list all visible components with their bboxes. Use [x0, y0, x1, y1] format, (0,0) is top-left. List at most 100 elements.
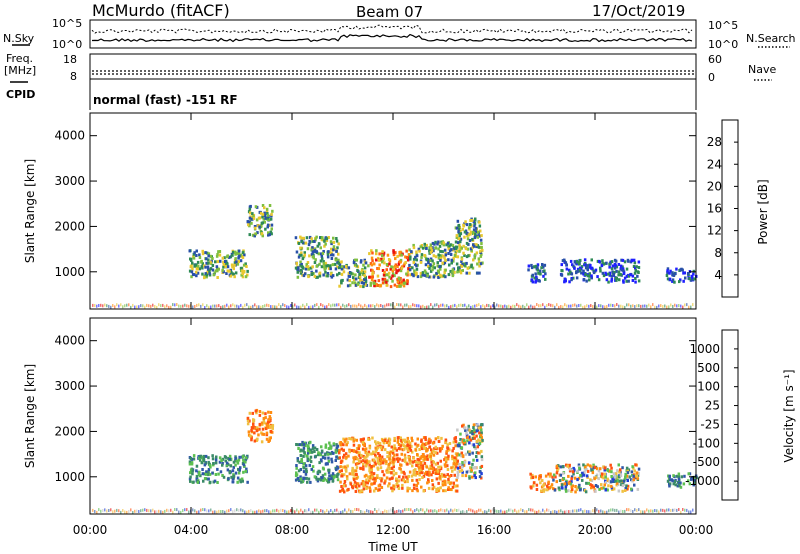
noise-cell — [176, 508, 178, 512]
echo-cell — [616, 469, 619, 473]
echo-cell — [671, 479, 674, 483]
noise-cell — [506, 305, 508, 309]
echo-cell — [362, 481, 365, 485]
echo-cell — [427, 480, 430, 484]
noise-cell — [414, 509, 416, 513]
echo-cell — [198, 470, 201, 474]
echo-cell — [388, 477, 392, 481]
echo-cell — [340, 272, 344, 276]
echo-cell — [355, 473, 358, 477]
echo-cell — [408, 443, 411, 447]
echo-cell — [322, 250, 325, 253]
noise-cell — [306, 303, 308, 307]
echo-cell — [297, 242, 301, 245]
noise-cell — [522, 304, 524, 308]
echo-cell — [324, 445, 327, 449]
echo-cell — [575, 276, 579, 280]
echo-cell — [320, 445, 323, 449]
echo-cell — [189, 457, 193, 460]
noise-cell — [270, 510, 272, 514]
echo-cell — [381, 269, 385, 272]
echo-cell — [569, 259, 573, 263]
echo-cell — [229, 274, 233, 278]
echo-cell — [323, 456, 327, 460]
echo-cell — [224, 265, 227, 268]
echo-cell — [467, 450, 470, 454]
echo-cell — [224, 459, 227, 463]
noise-cell — [262, 509, 264, 513]
echo-cell — [543, 269, 546, 273]
noise-cell — [226, 509, 228, 513]
echo-cell — [189, 471, 192, 475]
echo-cell — [224, 455, 228, 459]
echo-cell — [436, 264, 440, 268]
echo-cell — [387, 443, 391, 447]
echo-cell — [462, 426, 466, 430]
echo-cell — [338, 456, 341, 460]
noise-cell — [458, 508, 460, 512]
echo-cell — [475, 451, 479, 455]
echo-cell — [401, 443, 404, 447]
echo-cell — [397, 479, 401, 483]
echo-cell — [477, 245, 481, 249]
echo-cell — [302, 476, 305, 480]
echo-cell — [266, 423, 270, 427]
noise-cell — [436, 510, 438, 514]
velocity-ylabel: Slant Range [km] — [23, 364, 37, 468]
echo-cell — [597, 469, 601, 473]
echo-cell — [456, 475, 459, 479]
echo-cell — [341, 474, 344, 478]
noise-cell — [432, 509, 434, 513]
noise-cell — [288, 305, 290, 309]
echo-cell — [374, 440, 377, 444]
echo-cell — [477, 230, 480, 234]
noise-cell — [284, 304, 286, 307]
echo-cell — [343, 490, 346, 494]
echo-cell — [325, 239, 329, 242]
echo-cell — [629, 273, 632, 277]
noise-cell — [422, 508, 424, 512]
noise-cell — [98, 508, 100, 512]
echo-cell — [608, 271, 612, 275]
echo-cell — [568, 467, 572, 471]
noise-cell — [142, 508, 144, 512]
echo-cell — [258, 225, 261, 229]
echo-cell — [620, 258, 623, 262]
noise-cell — [330, 304, 332, 308]
echo-cell — [529, 472, 532, 476]
echo-cell — [411, 489, 414, 493]
echo-cell — [443, 248, 447, 252]
echo-cell — [319, 252, 323, 256]
echo-cell — [631, 279, 635, 282]
echo-cell — [390, 445, 393, 449]
echo-cell — [226, 269, 229, 273]
echo-cell — [472, 228, 476, 232]
echo-cell — [190, 270, 194, 274]
noise-cell — [566, 304, 568, 308]
noise-cell — [642, 510, 644, 514]
echo-cell — [636, 487, 640, 491]
noise-cell — [160, 510, 162, 514]
echo-cell — [372, 472, 376, 476]
echo-cell — [576, 270, 579, 274]
noise-cell — [466, 305, 468, 309]
echo-cell — [435, 489, 439, 492]
noise-cell — [680, 510, 682, 514]
echo-cell — [441, 480, 445, 484]
echo-cell — [332, 253, 335, 257]
echo-cell — [398, 457, 401, 461]
echo-cell — [463, 460, 467, 464]
echo-cell — [265, 431, 269, 435]
echo-cell — [325, 237, 329, 241]
echo-cell — [378, 263, 381, 267]
echo-cell — [420, 255, 423, 259]
echo-cell — [577, 476, 581, 480]
echo-cell — [305, 264, 308, 268]
echo-cell — [570, 488, 574, 492]
noise-cell — [342, 303, 344, 307]
cpid-text: normal (fast) -151 RF — [93, 93, 238, 107]
echo-cell — [378, 252, 381, 256]
noise-cell — [592, 509, 594, 513]
echo-cell — [610, 260, 614, 264]
echo-cell — [254, 409, 258, 413]
